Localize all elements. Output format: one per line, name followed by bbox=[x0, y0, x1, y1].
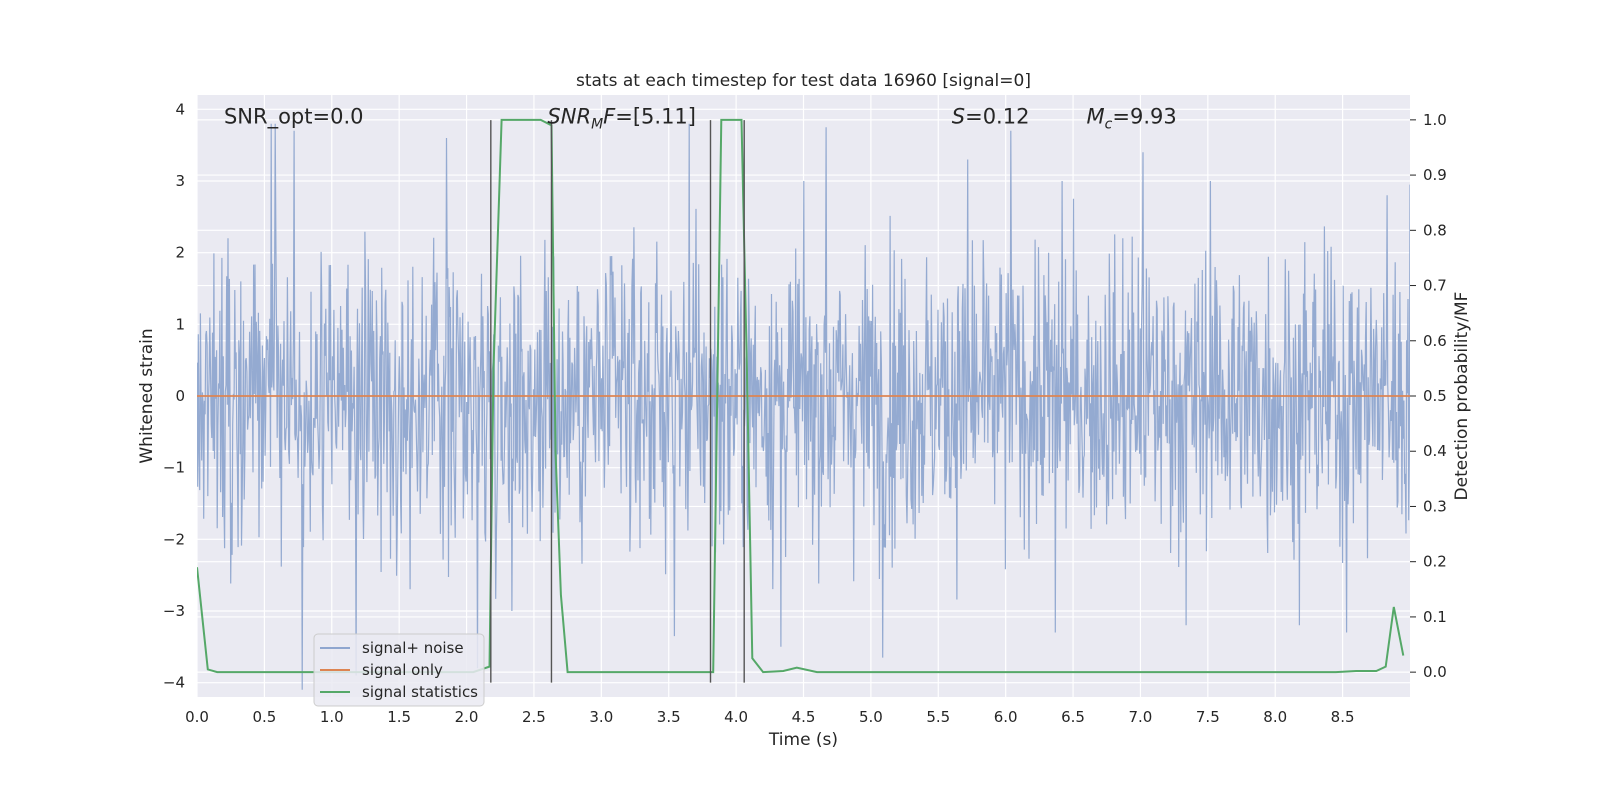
y2-tick-label: 0.2 bbox=[1423, 553, 1447, 571]
series-signal-noise-line bbox=[197, 123, 1410, 690]
x-tick-label: 3.0 bbox=[589, 708, 613, 726]
chart-title: stats at each timestep for test data 169… bbox=[576, 71, 1031, 91]
y2-tick-label: 1.0 bbox=[1423, 111, 1447, 129]
y2-axis-ticks: 1.0 0.9 0.8 0.7 0.6 0.5 0.4 0.3 0.2 0.1 0.0 bbox=[1410, 111, 1447, 681]
legend: signal+ noise signal only signal statist… bbox=[313, 633, 485, 707]
x-tick-label: 2.5 bbox=[522, 708, 546, 726]
y-tick-label: −2 bbox=[163, 530, 185, 548]
y2-tick-label: 0.7 bbox=[1423, 277, 1447, 295]
y2-tick-label: 0.9 bbox=[1423, 166, 1447, 184]
y-tick-label: −1 bbox=[163, 459, 185, 477]
noise-series-layer bbox=[197, 123, 1410, 690]
x-tick-label: 4.0 bbox=[724, 708, 748, 726]
y2-axis-label: Detection probability/MF bbox=[1452, 292, 1472, 501]
x-tick-label: 4.5 bbox=[792, 708, 816, 726]
legend-label-signal-only: signal only bbox=[362, 661, 443, 679]
y-axis-label: Whitened strain bbox=[137, 328, 157, 463]
y-tick-label: 3 bbox=[175, 172, 185, 190]
marker-lines-layer bbox=[490, 120, 745, 683]
legend-label-signal-noise: signal+ noise bbox=[362, 639, 464, 657]
x-tick-label: 7.5 bbox=[1196, 708, 1220, 726]
y-tick-label: −4 bbox=[163, 674, 185, 692]
x-axis-ticks: 0.0 0.5 1.0 1.5 2.0 2.5 3.0 3.5 4.0 4.5 5.0 5.5 6.0 6… bbox=[185, 708, 1354, 726]
y-tick-label: 0 bbox=[175, 387, 185, 405]
annotation-text: SNRMF=[5.11] bbox=[547, 105, 696, 133]
x-tick-label: 1.0 bbox=[320, 708, 344, 726]
y2-tick-label: 0.8 bbox=[1423, 221, 1447, 239]
x-tick-label: 5.0 bbox=[859, 708, 883, 726]
x-tick-label: 6.0 bbox=[994, 708, 1018, 726]
y2-tick-label: 0.1 bbox=[1423, 608, 1447, 626]
annotation-text: S=0.12 bbox=[952, 105, 1030, 129]
y2-tick-label: 0.6 bbox=[1423, 332, 1447, 350]
y2-tick-label: 0.0 bbox=[1423, 663, 1447, 681]
x-tick-label: 0.5 bbox=[252, 708, 276, 726]
x-tick-label: 8.0 bbox=[1263, 708, 1287, 726]
y-axis-ticks: 4 3 2 1 0 −1 −2 −3 −4 bbox=[163, 100, 185, 691]
y2-tick-label: 0.3 bbox=[1423, 497, 1447, 515]
y2-tick-label: 0.4 bbox=[1423, 442, 1447, 460]
y2-tick-label: 0.5 bbox=[1423, 387, 1447, 405]
x-tick-label: 0.0 bbox=[185, 708, 209, 726]
annotation-text: Mc=9.93 bbox=[1087, 105, 1177, 133]
x-tick-label: 3.5 bbox=[657, 708, 681, 726]
y-tick-label: 4 bbox=[175, 100, 185, 118]
x-tick-label: 2.0 bbox=[455, 708, 479, 726]
y-tick-label: 1 bbox=[175, 315, 185, 333]
y-tick-label: −3 bbox=[163, 602, 185, 620]
x-tick-label: 8.5 bbox=[1331, 708, 1355, 726]
annotations: SNR_opt=0.0 SNRMF=[5.11] S=0.12 Mc=9.93 bbox=[224, 105, 1177, 133]
y-tick-label: 2 bbox=[175, 244, 185, 262]
x-tick-label: 5.5 bbox=[926, 708, 950, 726]
x-tick-label: 6.5 bbox=[1061, 708, 1085, 726]
legend-label-signal-statistics: signal statistics bbox=[362, 683, 478, 701]
annotation-text: SNR_opt=0.0 bbox=[224, 105, 364, 130]
x-axis-label: Time (s) bbox=[768, 730, 838, 750]
x-tick-label: 1.5 bbox=[387, 708, 411, 726]
legend-box bbox=[313, 633, 485, 707]
x-tick-label: 7.0 bbox=[1129, 708, 1153, 726]
